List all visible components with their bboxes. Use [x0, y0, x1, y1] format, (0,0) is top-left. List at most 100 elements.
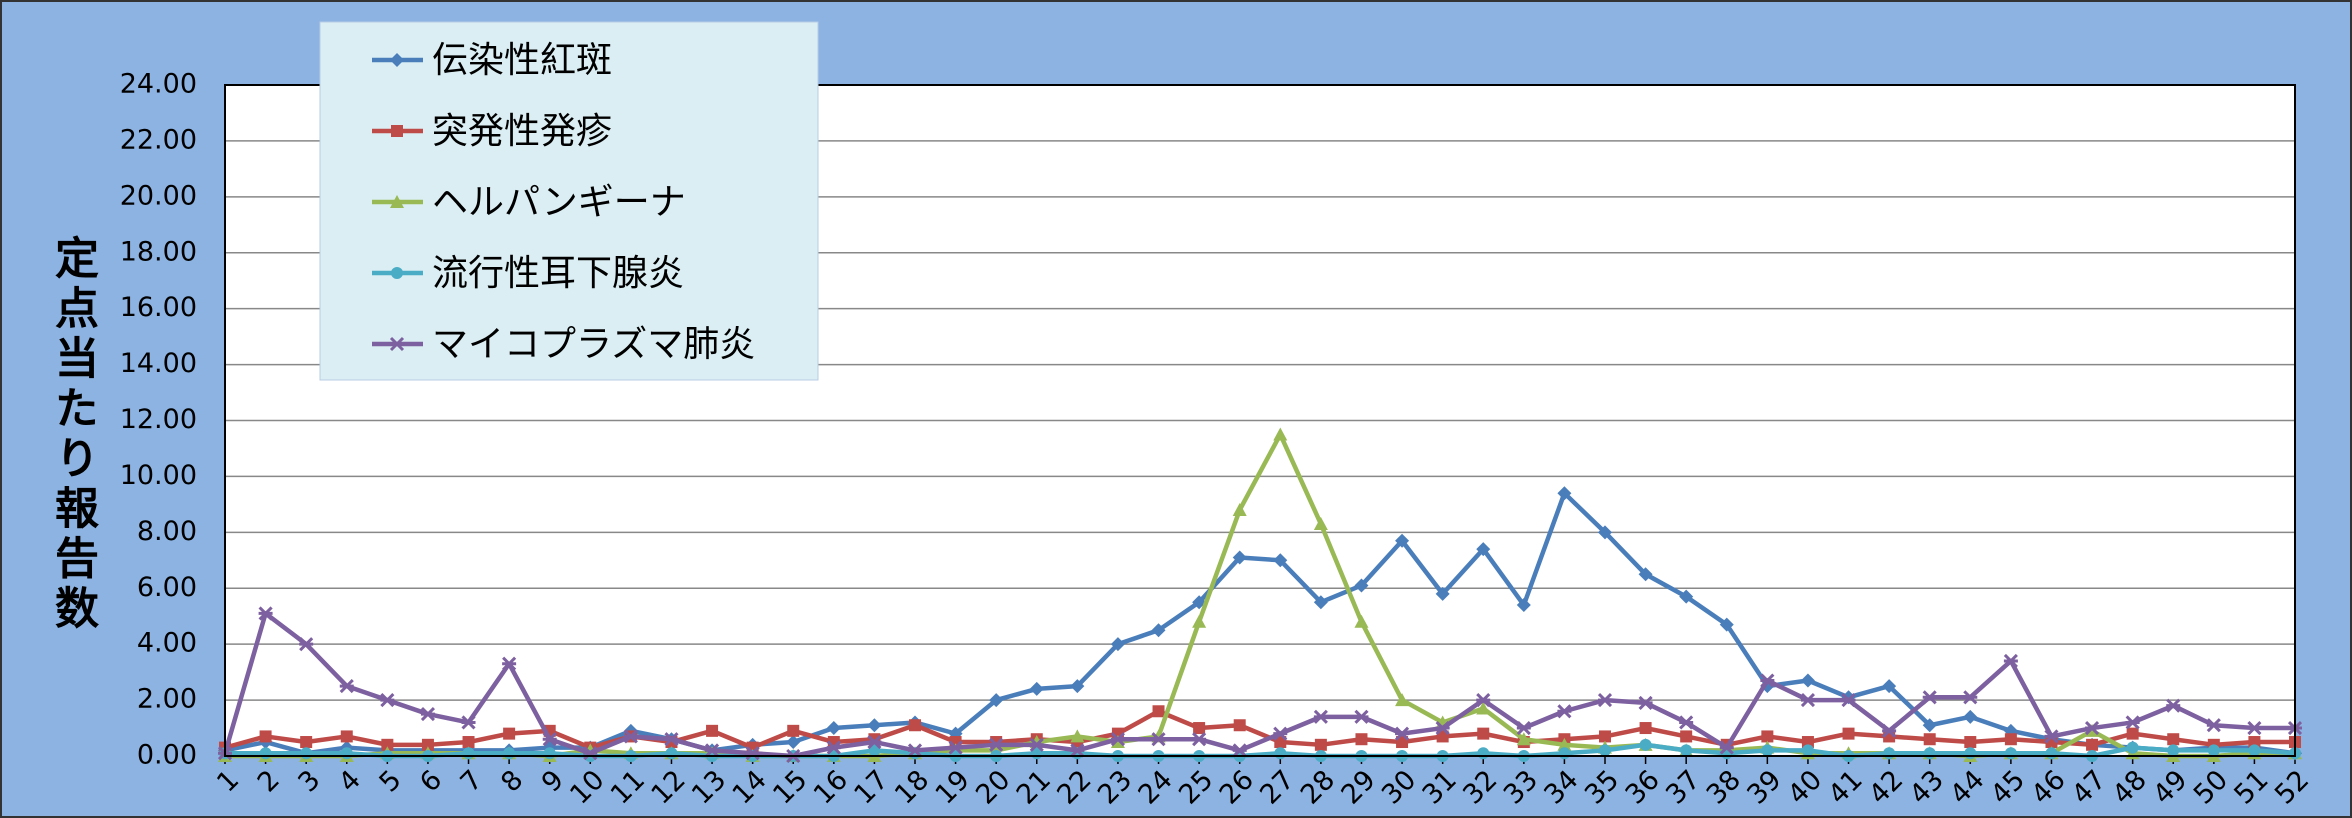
y-tick-label: 16.00 [120, 292, 197, 323]
data-point [868, 744, 881, 757]
data-point [2003, 653, 2018, 669]
data-point [1313, 516, 1328, 530]
data-point [1516, 732, 1531, 746]
data-point [1110, 732, 1126, 747]
data-point [2247, 720, 2262, 736]
data-point [704, 743, 720, 758]
data-point [381, 738, 394, 751]
data-point [1110, 637, 1125, 652]
data-point [1761, 730, 1774, 743]
data-point [1436, 730, 1449, 743]
y-tick-label: 14.00 [120, 348, 197, 379]
data-point [2004, 747, 2017, 760]
data-point [1354, 614, 1369, 628]
data-point [2045, 747, 2058, 760]
data-point [1883, 747, 1896, 760]
data-point [259, 747, 272, 760]
data-point [380, 693, 395, 708]
data-point [1761, 744, 1774, 757]
data-point [300, 736, 313, 749]
data-point [1477, 747, 1490, 760]
data-point [299, 637, 314, 652]
data-point [1070, 743, 1085, 758]
data-point [2248, 744, 2261, 757]
data-point [1274, 736, 1287, 749]
series-line [224, 709, 2295, 750]
data-point [1719, 617, 1734, 632]
data-point [2206, 718, 2221, 733]
data-point [989, 693, 1004, 708]
data-point [1395, 533, 1410, 548]
data-point [1477, 727, 1490, 740]
legend-marker [391, 125, 403, 137]
legend-marker [389, 336, 405, 352]
data-point [1680, 744, 1693, 757]
data-point [2086, 738, 2099, 751]
data-point [1274, 747, 1287, 760]
data-point [1476, 542, 1491, 557]
y-tick-label: 6.00 [137, 572, 197, 603]
data-point [340, 747, 353, 760]
data-point [1435, 586, 1450, 601]
data-point [340, 730, 353, 743]
data-point [2167, 733, 2180, 746]
data-point [1558, 747, 1571, 760]
data-point [1638, 567, 1653, 582]
legend-marker [391, 267, 403, 279]
data-point [989, 737, 1004, 752]
data-point [1192, 614, 1207, 628]
data-point [2084, 720, 2100, 736]
data-point [258, 606, 273, 621]
data-point [1963, 709, 1978, 724]
data-point [1273, 427, 1288, 441]
data-point [2125, 715, 2140, 730]
data-point [1639, 722, 1652, 735]
legend-label: 流行性耳下腺炎 [432, 253, 684, 294]
data-point [1557, 486, 1572, 501]
series-line [225, 742, 2296, 759]
data-point [1964, 736, 1977, 749]
data-point [542, 732, 557, 747]
data-point [1882, 723, 1897, 738]
data-point [420, 707, 436, 722]
data-point [2004, 733, 2017, 746]
data-point [826, 740, 841, 755]
data-point [1680, 730, 1693, 743]
data-point [867, 734, 882, 750]
data-point [300, 747, 313, 760]
y-tick-label: 22.00 [120, 124, 197, 155]
data-point [2126, 727, 2139, 740]
legend-marker [390, 53, 404, 67]
data-point [1476, 693, 1491, 708]
data-point [1760, 673, 1775, 688]
data-point [745, 746, 760, 761]
data-point [503, 747, 516, 760]
data-point [1598, 525, 1612, 540]
plot-border [224, 84, 2296, 757]
data-point [1679, 715, 1694, 730]
data-point [1719, 740, 1734, 755]
data-point [1394, 726, 1410, 741]
data-point [1557, 737, 1572, 751]
data-point [1516, 598, 1531, 613]
data-point [1029, 737, 1044, 752]
data-point [1841, 693, 1856, 708]
data-point [1800, 693, 1816, 708]
legend-label: マイコプラズマ肺炎 [432, 324, 755, 365]
data-point [1151, 732, 1166, 747]
data-point [1922, 718, 1937, 733]
data-point [1639, 738, 1652, 751]
data-point [1232, 502, 1247, 516]
data-point [1233, 719, 1246, 732]
data-point [867, 718, 882, 733]
data-point [664, 732, 679, 747]
data-point [623, 729, 638, 744]
data-point [1313, 595, 1328, 610]
data-point [948, 740, 963, 755]
data-point [1922, 690, 1937, 705]
data-point [706, 724, 719, 737]
data-point [1396, 736, 1409, 749]
data-point [1882, 679, 1897, 694]
